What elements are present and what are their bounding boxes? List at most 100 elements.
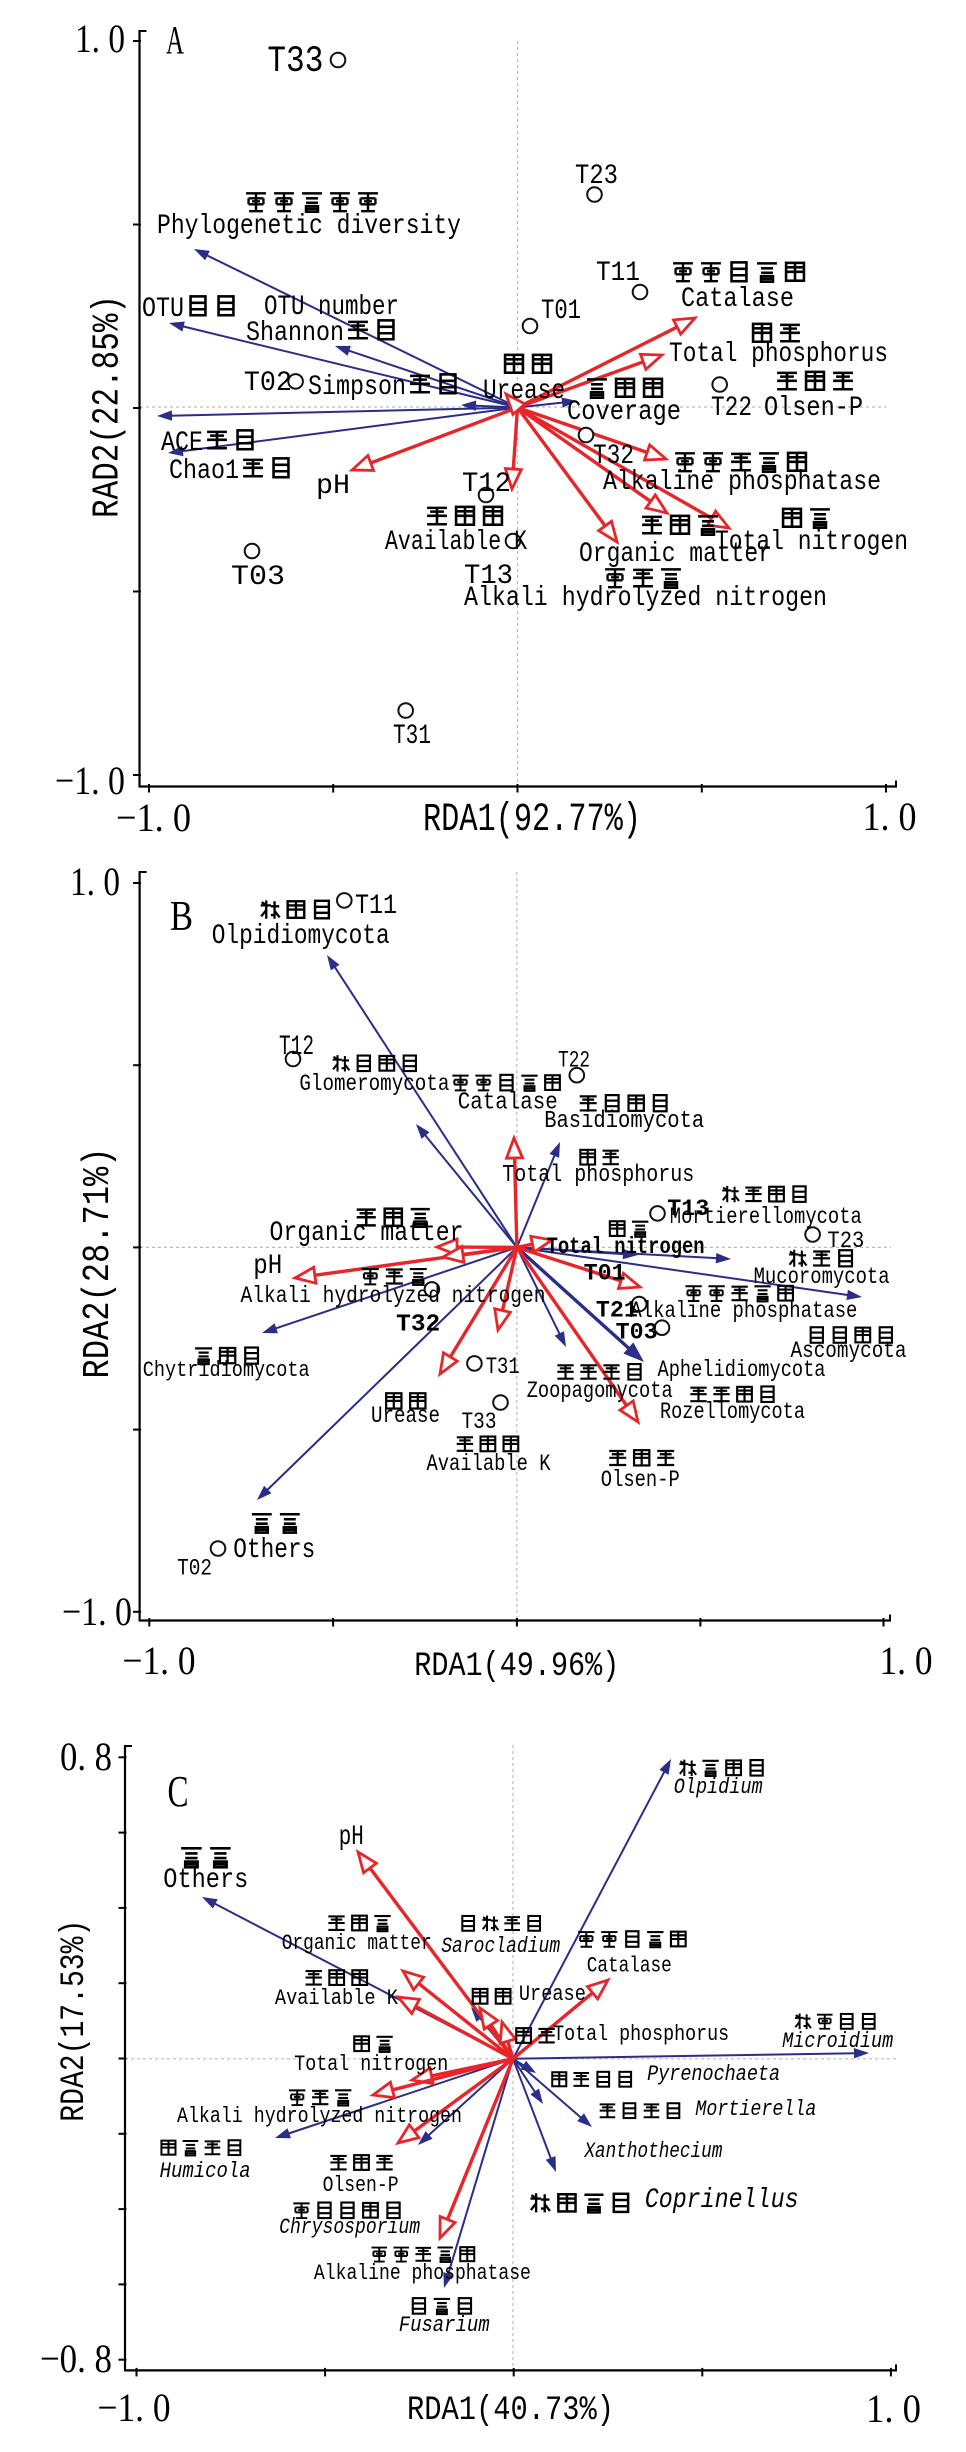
svg-text:RDA1(92.77%): RDA1(92.77%): [423, 798, 641, 843]
svg-text:−1. 0: −1. 0: [116, 795, 191, 840]
svg-text:B: B: [170, 894, 193, 940]
svg-text:T11: T11: [355, 891, 397, 922]
svg-text:Catalase: Catalase: [587, 1954, 672, 1979]
svg-text:Mucoromycota: Mucoromycota: [754, 1264, 890, 1290]
svg-text:T31: T31: [393, 721, 431, 752]
svg-text:Ascomycota: Ascomycota: [791, 1338, 907, 1364]
svg-text:−1. 0: −1. 0: [55, 758, 125, 803]
svg-text:T01: T01: [584, 1260, 626, 1286]
svg-text:Olsen-P: Olsen-P: [601, 1467, 680, 1493]
svg-text:Catalase: Catalase: [681, 284, 794, 315]
svg-text:Basidiomycota: Basidiomycota: [544, 1108, 704, 1135]
svg-text:Chao1: Chao1: [169, 456, 239, 487]
svg-text:Total phosphorus: Total phosphorus: [502, 1162, 694, 1189]
svg-text:Others: Others: [163, 1865, 248, 1896]
svg-text:T13: T13: [464, 561, 513, 592]
svg-text:RDA2(28.71%): RDA2(28.71%): [77, 1148, 120, 1379]
svg-text:ACE: ACE: [161, 428, 203, 459]
svg-text:T32: T32: [396, 1311, 440, 1338]
svg-text:T12: T12: [462, 469, 511, 500]
svg-text:Organic matter: Organic matter: [282, 1931, 432, 1956]
svg-text:Total nitrogen: Total nitrogen: [294, 2052, 448, 2077]
svg-text:Sarocladium: Sarocladium: [441, 1934, 560, 1959]
svg-text:T11: T11: [596, 258, 640, 289]
svg-text:0. 8: 0. 8: [60, 1734, 112, 1779]
svg-text:T22: T22: [711, 393, 752, 424]
svg-text:1. 0: 1. 0: [880, 1638, 933, 1683]
svg-text:Total phosphorus: Total phosphorus: [669, 339, 888, 370]
svg-text:Available K: Available K: [385, 527, 527, 558]
svg-text:Xanthothecium: Xanthothecium: [584, 2139, 723, 2164]
svg-text:T33: T33: [462, 1409, 497, 1435]
svg-text:Alkali hydrolyzed nitrogen: Alkali hydrolyzed nitrogen: [241, 1283, 546, 1309]
svg-text:T13: T13: [667, 1196, 709, 1222]
svg-text:Olsen-P: Olsen-P: [323, 2173, 399, 2198]
svg-text:−1. 0: −1. 0: [62, 1589, 132, 1634]
svg-text:Chrysosporium: Chrysosporium: [279, 2215, 420, 2240]
svg-text:RDA1(40.73%): RDA1(40.73%): [407, 2392, 614, 2430]
svg-text:Glomeromycota: Glomeromycota: [299, 1071, 449, 1097]
svg-text:Mortierellomycota: Mortierellomycota: [670, 1204, 862, 1230]
svg-text:T02: T02: [244, 368, 292, 399]
svg-text:1. 0: 1. 0: [866, 2386, 921, 2431]
svg-text:Organic matter: Organic matter: [270, 1218, 464, 1249]
svg-text:T12: T12: [279, 1032, 314, 1063]
svg-text:Mortierella: Mortierella: [695, 2097, 816, 2122]
svg-text:Phylogenetic diversity: Phylogenetic diversity: [157, 211, 461, 242]
svg-text:T33: T33: [267, 41, 323, 83]
svg-text:T31: T31: [486, 1354, 520, 1380]
svg-text:Alkali hydrolyzed nitrogen: Alkali hydrolyzed nitrogen: [177, 2104, 462, 2129]
svg-text:pH: pH: [253, 1251, 282, 1282]
svg-text:−1. 0: −1. 0: [123, 1638, 196, 1683]
svg-text:A: A: [166, 18, 184, 63]
svg-text:T01: T01: [541, 296, 581, 327]
svg-text:Coverage: Coverage: [567, 397, 681, 428]
svg-text:OTU number: OTU number: [264, 292, 399, 323]
svg-text:Microidium: Microidium: [782, 2029, 893, 2054]
svg-text:Olpidiomycota: Olpidiomycota: [212, 921, 390, 952]
svg-text:1. 0: 1. 0: [75, 16, 125, 61]
svg-text:Organic matter: Organic matter: [579, 539, 772, 570]
svg-text:Simpson: Simpson: [308, 372, 406, 403]
svg-text:C: C: [168, 1767, 189, 1816]
svg-text:Fusarium: Fusarium: [399, 2313, 490, 2338]
svg-text:−0. 8: −0. 8: [40, 2336, 112, 2381]
svg-text:Available K: Available K: [275, 1986, 399, 2011]
svg-text:1. 0: 1. 0: [863, 794, 917, 839]
svg-text:Catalase: Catalase: [458, 1090, 558, 1117]
svg-text:Available K: Available K: [427, 1451, 551, 1477]
svg-text:Total phosphorus: Total phosphorus: [553, 2022, 729, 2047]
svg-text:pH: pH: [316, 471, 350, 502]
svg-text:Coprinellus: Coprinellus: [645, 2185, 799, 2216]
svg-text:RDA2(17.53%): RDA2(17.53%): [56, 1920, 94, 2122]
svg-text:T03: T03: [616, 1320, 658, 1346]
svg-text:T22: T22: [558, 1047, 590, 1073]
svg-text:RAD2(22.85%): RAD2(22.85%): [87, 295, 130, 518]
svg-text:Humicola: Humicola: [160, 2159, 251, 2184]
svg-text:Chytridiomycota: Chytridiomycota: [143, 1358, 310, 1383]
svg-text:−1. 0: −1. 0: [98, 2385, 171, 2430]
svg-text:Total nitrogen: Total nitrogen: [547, 1234, 705, 1260]
svg-text:Total nitrogen: Total nitrogen: [715, 527, 908, 558]
svg-text:Aphelidiomycota: Aphelidiomycota: [658, 1357, 826, 1383]
svg-text:Alkali hydrolyzed nitrogen: Alkali hydrolyzed nitrogen: [464, 583, 827, 614]
svg-text:Olpidium: Olpidium: [674, 1775, 763, 1800]
svg-text:Pyrenochaeta: Pyrenochaeta: [647, 2062, 780, 2087]
svg-text:pH: pH: [339, 1822, 364, 1853]
svg-text:T23: T23: [575, 161, 618, 192]
svg-text:Zoopagomycota: Zoopagomycota: [527, 1378, 673, 1404]
svg-text:T21: T21: [596, 1297, 638, 1323]
svg-text:Olsen-P: Olsen-P: [764, 393, 863, 424]
svg-text:Alkaline phosphatase: Alkaline phosphatase: [603, 467, 881, 498]
svg-text:T32: T32: [593, 441, 634, 472]
svg-text:Shannon: Shannon: [246, 318, 344, 349]
svg-text:Urease: Urease: [371, 1403, 440, 1429]
svg-text:RDA1(49.96%): RDA1(49.96%): [414, 1648, 619, 1686]
svg-text:T02: T02: [177, 1556, 212, 1582]
svg-text:Urease: Urease: [483, 376, 565, 407]
svg-text:Alkaline phosphatase: Alkaline phosphatase: [314, 2261, 531, 2286]
svg-text:OTU: OTU: [142, 294, 184, 325]
svg-text:T03: T03: [231, 562, 285, 593]
svg-text:Others: Others: [233, 1535, 315, 1566]
svg-text:Urease: Urease: [519, 1982, 586, 2007]
